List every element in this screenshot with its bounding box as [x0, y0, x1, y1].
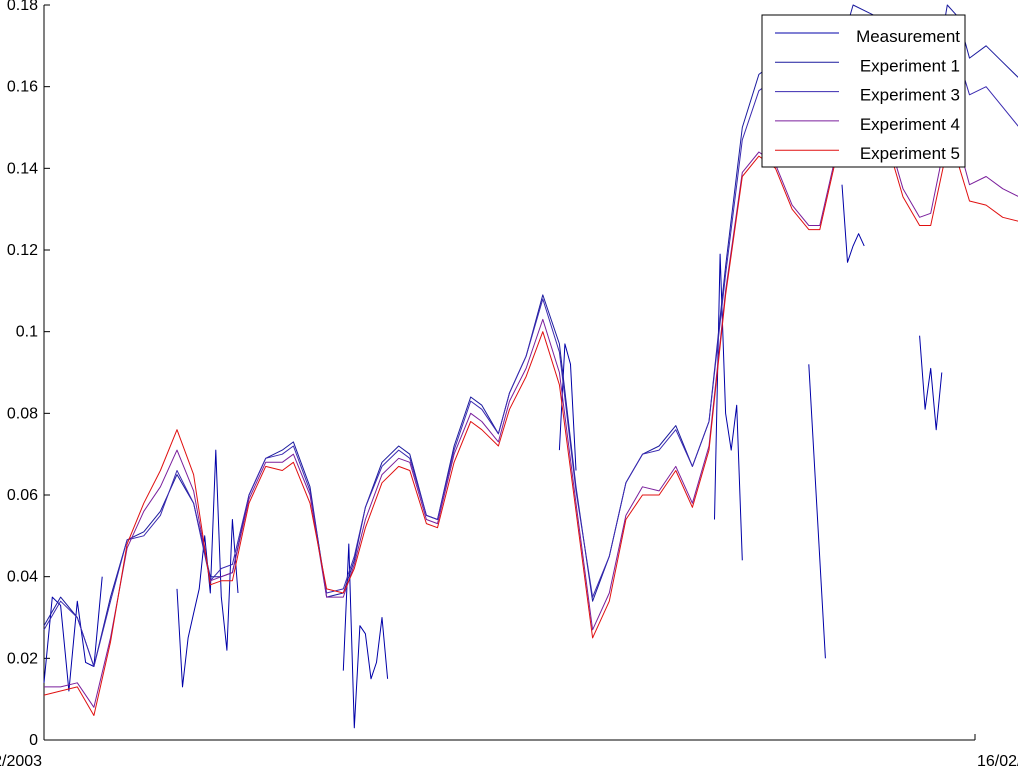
legend-entry-label: Experiment 5 [860, 144, 960, 163]
y-tick-label: 0.08 [7, 405, 38, 422]
y-tick-label: 0.14 [7, 160, 38, 177]
series-lines [43, 4, 1018, 729]
series-line-experiment-4 [44, 90, 1018, 708]
y-tick-label: 0.12 [7, 242, 38, 259]
y-tick-label: 0.02 [7, 650, 38, 667]
series-line-experiment-5 [43, 94, 1018, 716]
y-tick-label: 0.06 [7, 487, 38, 504]
x-tick-label: 09/02/2003 [0, 753, 42, 767]
legend-entry-label: Experiment 4 [860, 115, 960, 134]
legend-entry-label: Measurement [856, 27, 960, 46]
y-tick-label: 0 [29, 732, 38, 749]
legend-entry-label: Experiment 3 [860, 86, 960, 105]
legend-entry-label: Experiment 1 [860, 56, 960, 75]
series-line-experiment-3 [43, 29, 1018, 667]
y-axis-ticks: 0 0.02 0.04 0.06 0.08 0.1 0.12 0.14 0.16 0.18 [7, 0, 50, 749]
x-tick-label: 16/02/2003 [977, 753, 1018, 767]
y-tick-label: 0.04 [7, 569, 38, 586]
y-tick-label: 0.16 [7, 79, 38, 96]
legend: Measurement Experiment 1 Experiment 3 Exper… [761, 14, 966, 168]
legend-box [761, 14, 966, 168]
y-tick-label: 0.1 [16, 324, 38, 341]
y-tick-label: 0.18 [7, 0, 38, 14]
x-axis-ticks: 09/02/2003 16/02/2003 [0, 734, 1018, 767]
